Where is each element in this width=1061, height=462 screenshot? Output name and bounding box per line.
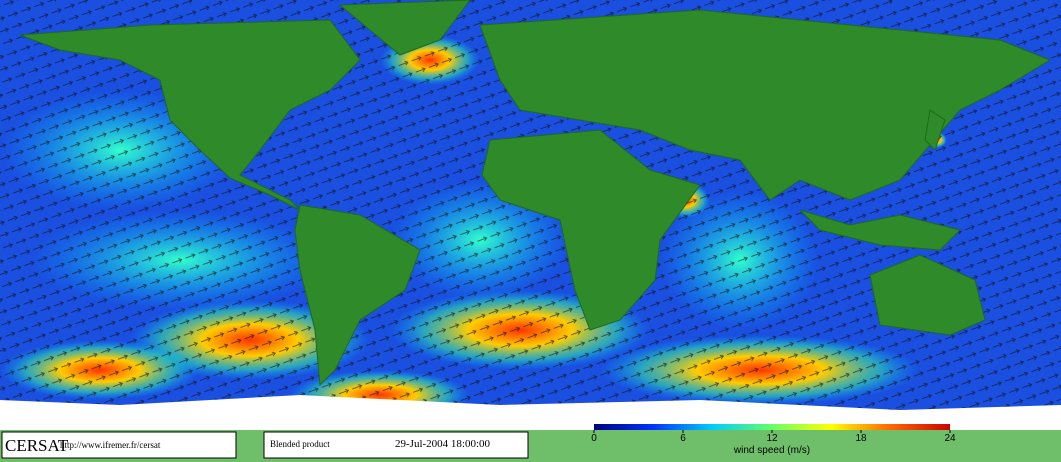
url: http://www.ifremer.fr/cersat <box>60 440 161 450</box>
timestamp: 29-Jul-2004 18:00:00 <box>395 438 491 450</box>
colorbar <box>594 424 950 430</box>
tick-label: 18 <box>855 433 867 444</box>
tick-label: 12 <box>766 433 778 444</box>
logo: CERSAT <box>5 436 69 455</box>
tick-label: 0 <box>591 433 597 444</box>
colorbar-label: wind speed (m/s) <box>733 445 810 456</box>
colorbar-ticks: 0 6 12 18 24 <box>591 430 956 444</box>
tick-label: 6 <box>680 433 686 444</box>
continents <box>19 0 1052 387</box>
antarctica <box>0 395 1061 432</box>
tick-label: 24 <box>944 433 956 444</box>
logo-box <box>1 431 237 459</box>
product: Blended product <box>270 439 330 449</box>
product-box <box>263 431 529 459</box>
